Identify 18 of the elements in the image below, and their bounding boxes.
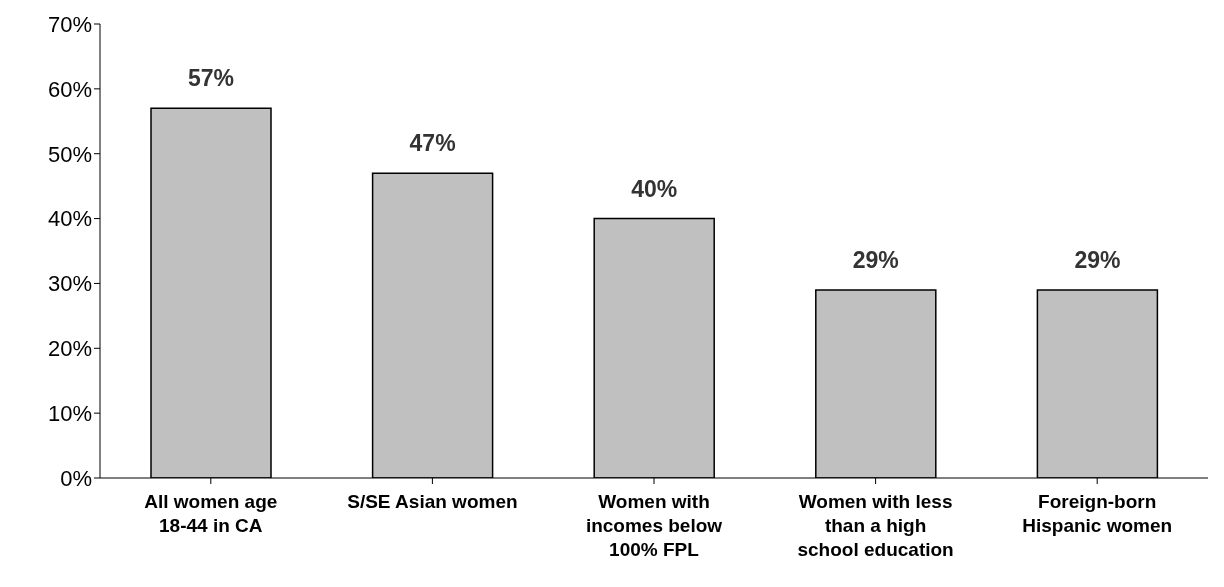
- x-tick-label: All women age 18-44 in CA: [144, 491, 278, 536]
- y-tick-label: 10%: [47, 400, 92, 426]
- x-tick-label: Women with incomes below 100% FPL: [585, 491, 723, 560]
- y-tick-label: 70%: [47, 11, 92, 37]
- data-label: 57%: [187, 65, 235, 92]
- y-tick-label: 0%: [60, 465, 92, 491]
- x-tick-label: Foreign-born Hispanic women: [1022, 491, 1173, 536]
- y-tick-label: 50%: [47, 141, 92, 167]
- y-tick-label: 20%: [47, 336, 92, 362]
- y-tick-label: 60%: [47, 76, 92, 102]
- y-tick-label: 30%: [47, 271, 92, 297]
- data-label: 29%: [1074, 246, 1121, 273]
- data-label: 47%: [409, 130, 456, 157]
- y-tick-label: 40%: [47, 206, 92, 232]
- x-tick-label: Women with less than a high school education: [797, 491, 954, 560]
- x-tick-label: S/SE Asian women: [347, 491, 518, 512]
- data-label: 29%: [852, 246, 899, 273]
- data-label: 40%: [631, 175, 678, 202]
